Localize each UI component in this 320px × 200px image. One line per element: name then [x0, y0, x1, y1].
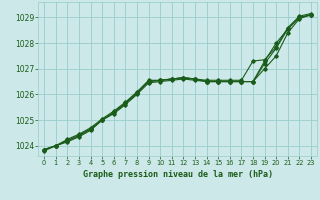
X-axis label: Graphe pression niveau de la mer (hPa): Graphe pression niveau de la mer (hPa)	[83, 170, 273, 179]
